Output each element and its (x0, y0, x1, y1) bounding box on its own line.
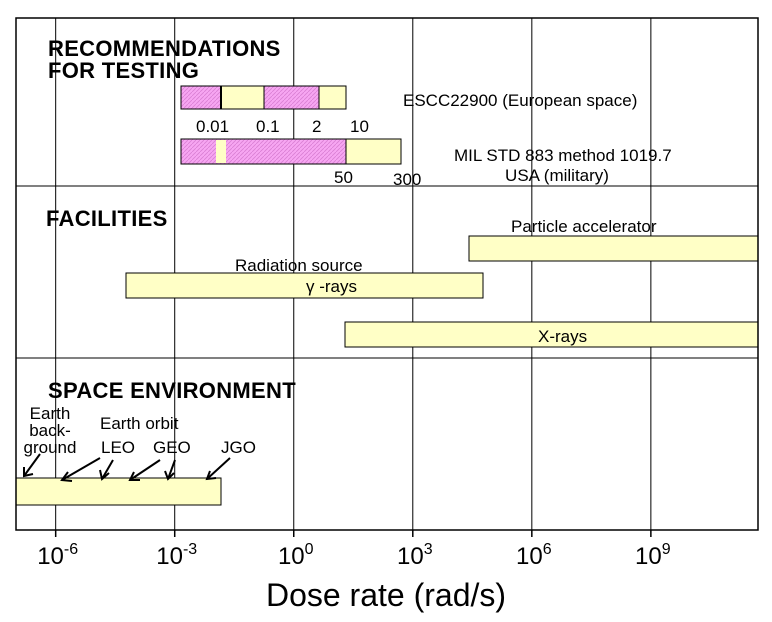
tick-label: 10-6 (37, 541, 79, 570)
testing-title-line1: RECOMMENDATIONS (48, 36, 281, 61)
axis-title: Dose rate (rad/s) (265, 577, 507, 613)
orbit-arrows (23, 453, 231, 482)
milstd-value-1: 300 (393, 170, 422, 189)
earth-background-line1: Earth (29, 404, 71, 423)
radiation-source-label: Radiation source (235, 256, 363, 275)
milstd-bar (180, 138, 402, 165)
axis-ticks (54, 530, 652, 537)
escc-value-2: 2 (312, 117, 322, 136)
testing-title-line2: FOR TESTING (48, 58, 200, 83)
tick-label: 103 (396, 541, 433, 570)
plot-frame (15, 17, 759, 531)
gamma-rays-label: γ -rays (306, 277, 357, 296)
escc-value-3: 10 (350, 117, 369, 136)
leo-label: LEO (101, 438, 136, 457)
particle-accelerator-bar (468, 235, 759, 262)
gamma-rays-bar (125, 272, 484, 299)
milstd-label-line2: USA (military) (505, 166, 609, 185)
escc-value-1: 0.1 (256, 117, 280, 136)
space-environment-title: SPACE ENVIRONMENT (48, 378, 296, 403)
escc-label: ESCC22900 (European space) (403, 91, 638, 110)
space-environment-bar (15, 477, 222, 506)
escc-bar (180, 85, 347, 110)
tick-label: 10-3 (156, 541, 198, 570)
earth-background-line3: ground (23, 438, 77, 457)
jgo-label: JGO (221, 438, 256, 457)
milstd-label-line1: MIL STD 883 method 1019.7 (454, 146, 672, 165)
particle-accelerator-label: Particle accelerator (511, 217, 657, 236)
x-rays-label: X-rays (538, 327, 588, 346)
earth-background-line2: back- (29, 421, 71, 440)
geo-label: GEO (153, 438, 191, 457)
facilities-title: FACILITIES (46, 206, 168, 231)
tick-label: 100 (277, 541, 314, 570)
tick-label: 109 (635, 541, 671, 570)
earth-orbit-label: Earth orbit (100, 414, 179, 433)
escc-value-0: 0.01 (196, 117, 230, 136)
tick-label: 106 (516, 541, 552, 570)
milstd-value-0: 50 (334, 168, 353, 187)
